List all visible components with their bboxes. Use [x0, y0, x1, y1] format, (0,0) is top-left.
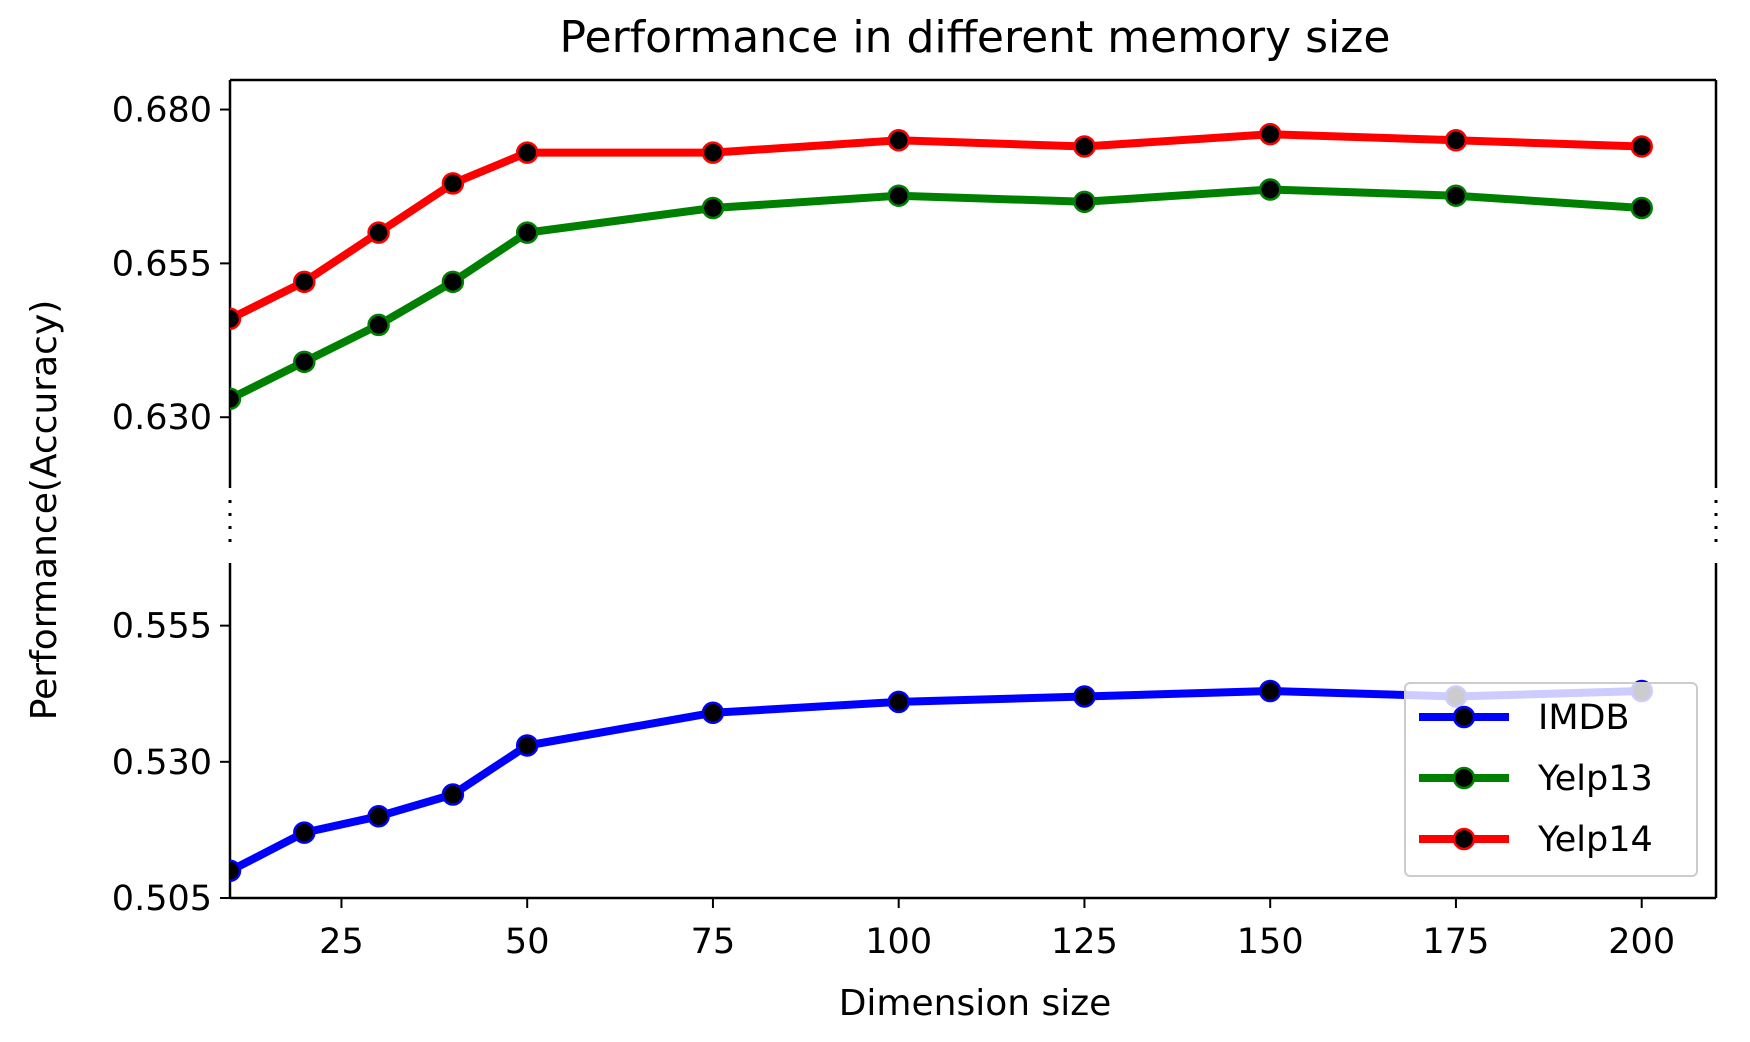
data-point-yelp13	[293, 350, 316, 374]
x-tick-label: 75	[691, 922, 736, 962]
series-layer	[230, 122, 1653, 883]
data-point-imdb	[293, 821, 316, 844]
data-point-yelp13	[441, 270, 465, 294]
legend-box	[1404, 682, 1698, 877]
data-point-yelp14	[701, 141, 725, 164]
legend-label-yelp14: Yelp14	[1537, 820, 1653, 860]
x-tick-label: 25	[319, 922, 364, 962]
lower-y-tick-label: 0.530	[112, 743, 212, 783]
x-tick-label: 150	[1237, 922, 1304, 962]
data-point-imdb	[701, 701, 725, 725]
data-point-yelp14	[1258, 122, 1282, 146]
upper-y-tick-label: 0.680	[112, 91, 212, 131]
lower-y-tick-label: 0.555	[112, 607, 212, 647]
data-point-yelp13	[1630, 196, 1653, 220]
legend-marker-imdb	[1452, 705, 1476, 729]
data-point-yelp14	[367, 221, 390, 244]
data-point-yelp14	[293, 270, 316, 294]
data-point-imdb	[441, 783, 465, 806]
data-point-yelp13	[367, 313, 390, 337]
data-point-yelp14	[515, 141, 539, 164]
data-point-yelp13	[701, 196, 725, 220]
chart-title: Performance in different memory size	[560, 12, 1391, 63]
data-point-yelp13	[515, 221, 539, 244]
data-point-yelp13	[230, 387, 242, 411]
data-point-imdb	[515, 734, 539, 757]
legend-label-yelp13: Yelp13	[1537, 759, 1653, 799]
x-tick-label: 175	[1423, 922, 1490, 962]
legend-marker-yelp13	[1452, 766, 1476, 790]
data-point-yelp14	[230, 307, 242, 331]
data-point-yelp14	[1630, 135, 1653, 158]
series-yelp14	[230, 122, 1653, 331]
data-point-yelp13	[1444, 184, 1468, 207]
y-axis-label: Performance(Accuracy)	[24, 300, 65, 721]
ticks: 25 50 75 100 125 150 175 200 0.630 0.655 0.680 0.50…	[112, 91, 1675, 962]
data-point-imdb	[367, 805, 390, 828]
data-point-yelp13	[1073, 190, 1096, 214]
x-tick-label: 100	[865, 922, 932, 962]
data-point-imdb	[230, 859, 242, 883]
data-point-yelp14	[1073, 135, 1096, 158]
data-point-yelp14	[441, 172, 465, 195]
series-line-yelp13	[230, 185, 1642, 403]
data-point-yelp14	[887, 129, 910, 152]
x-tick-label: 200	[1608, 922, 1675, 962]
x-tick-label: 50	[505, 922, 550, 962]
legend-marker-yelp14	[1452, 827, 1476, 851]
axes	[228, 78, 1718, 900]
x-axis-label: Dimension size	[839, 983, 1112, 1024]
data-point-yelp14	[1444, 129, 1468, 152]
lower-y-tick-label: 0.505	[112, 879, 212, 919]
x-tick-label: 125	[1051, 922, 1118, 962]
data-point-yelp13	[1258, 178, 1282, 201]
data-point-imdb	[887, 690, 910, 714]
upper-y-tick-label: 0.655	[112, 244, 212, 284]
data-point-imdb	[1073, 685, 1096, 708]
data-point-yelp13	[887, 184, 910, 207]
legend-label-imdb: IMDB	[1538, 698, 1629, 738]
upper-y-tick-label: 0.630	[112, 398, 212, 438]
data-point-imdb	[1258, 679, 1282, 703]
legend: IMDB Yelp13 Yelp14	[1404, 682, 1698, 877]
series-yelp13	[230, 178, 1653, 411]
